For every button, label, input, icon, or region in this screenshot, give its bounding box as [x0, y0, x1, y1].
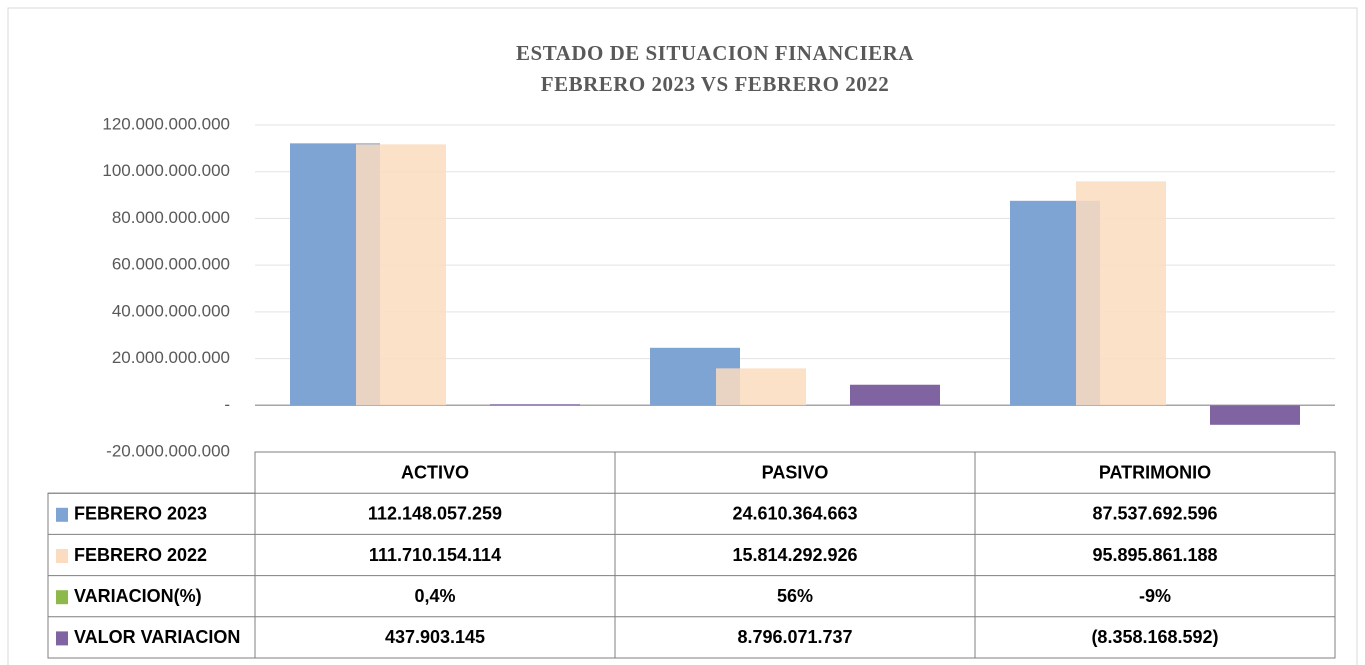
legend-label: FEBRERO 2022 [74, 545, 207, 565]
table-value: 24.610.364.663 [732, 504, 857, 524]
y-tick-label: 100.000.000.000 [102, 161, 230, 180]
legend-key [56, 590, 68, 605]
chart-subtitle: FEBRERO 2023 VS FEBRERO 2022 [541, 72, 890, 96]
y-tick-label: - [224, 395, 230, 414]
chart-title: ESTADO DE SITUACION FINANCIERA [516, 41, 914, 65]
table-value: 112.148.057.259 [368, 504, 502, 524]
legend-key [56, 549, 68, 563]
legend-key [56, 507, 68, 522]
y-tick-label: 60.000.000.000 [112, 255, 230, 274]
chart-frame [7, 7, 1358, 665]
table-value: 0,4% [414, 586, 455, 606]
column-header: ACTIVO [401, 462, 469, 482]
y-tick-label: -20.000.000.000 [106, 441, 230, 460]
legend-key [56, 631, 68, 646]
y-tick-label: 40.000.000.000 [112, 301, 230, 320]
table-value: 111.710.154.114 [369, 545, 501, 565]
table-value: 15.814.292.926 [732, 545, 857, 565]
column-header: PATRIMONIO [1099, 462, 1211, 482]
table-value: -9% [1139, 586, 1171, 606]
table-value: 8.796.071.737 [737, 627, 852, 647]
table-value: (8.358.168.592) [1091, 627, 1218, 647]
legend-label: VARIACION(%) [74, 586, 202, 606]
table-value: 87.537.692.596 [1092, 504, 1217, 524]
table-value: 437.903.145 [385, 627, 485, 647]
y-tick-label: 20.000.000.000 [112, 348, 230, 367]
bar [716, 368, 806, 406]
y-tick-label: 120.000.000.000 [102, 114, 230, 133]
bar [850, 384, 940, 406]
legend-label: FEBRERO 2023 [74, 504, 207, 524]
table-value: 56% [777, 586, 813, 606]
bar [1076, 181, 1166, 406]
column-header: PASIVO [762, 462, 829, 482]
legend-label: VALOR VARIACION [74, 627, 240, 647]
bar [490, 404, 580, 406]
bar [356, 144, 446, 406]
y-tick-label: 80.000.000.000 [112, 208, 230, 227]
table-value: 95.895.861.188 [1092, 545, 1217, 565]
bar [1210, 405, 1300, 425]
